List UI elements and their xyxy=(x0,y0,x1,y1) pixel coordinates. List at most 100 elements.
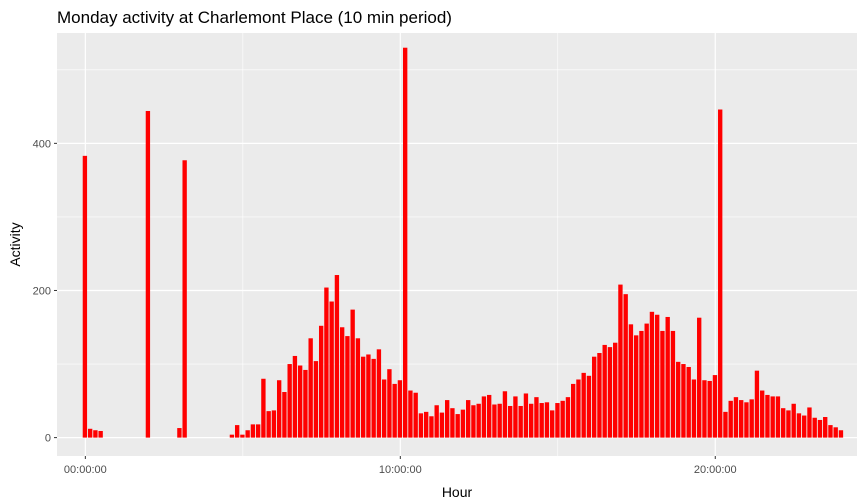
plot-panel xyxy=(57,33,857,456)
bar xyxy=(649,311,655,438)
x-axis-title: Hour xyxy=(442,484,473,500)
bar xyxy=(660,330,665,438)
bar xyxy=(287,364,292,438)
bar xyxy=(544,402,550,438)
chart-title: Monday activity at Charlemont Place (10 … xyxy=(57,8,452,27)
bar xyxy=(602,344,607,438)
bar xyxy=(786,410,791,438)
bar xyxy=(145,110,151,438)
bar xyxy=(502,391,508,438)
bar xyxy=(376,349,382,438)
y-tick-label: 200 xyxy=(33,285,51,297)
bar xyxy=(403,47,408,438)
bars xyxy=(82,47,844,438)
bar xyxy=(702,380,707,438)
bar xyxy=(765,394,770,438)
x-axis: 00:00:00 10:00:00 20:00:00 xyxy=(64,456,737,476)
bar xyxy=(555,403,560,438)
bar xyxy=(350,309,355,438)
bar xyxy=(518,405,523,438)
bar xyxy=(471,405,476,438)
bar xyxy=(476,403,481,438)
bar xyxy=(655,314,660,438)
bar xyxy=(686,366,691,438)
bar xyxy=(644,323,649,438)
bar xyxy=(760,390,765,438)
bar xyxy=(697,317,702,438)
bar xyxy=(271,410,277,438)
bar xyxy=(292,355,298,438)
bar xyxy=(733,397,739,438)
bar xyxy=(707,380,712,438)
bar xyxy=(623,294,628,438)
bar xyxy=(571,383,576,438)
x-tick-label: 00:00:00 xyxy=(64,464,107,476)
bar xyxy=(334,275,340,438)
bar xyxy=(529,403,534,438)
bar xyxy=(754,370,760,438)
bar xyxy=(539,403,544,438)
bar xyxy=(487,394,492,438)
bar xyxy=(634,335,639,438)
bar xyxy=(324,287,329,438)
bar xyxy=(460,409,466,438)
bar xyxy=(297,365,303,438)
x-tick-label: 20:00:00 xyxy=(694,464,737,476)
bar xyxy=(613,342,618,438)
bar xyxy=(282,392,287,438)
bar xyxy=(308,338,313,438)
bar xyxy=(418,413,424,438)
bar xyxy=(723,411,728,438)
bar xyxy=(360,356,366,438)
bar xyxy=(329,301,334,438)
bar xyxy=(592,356,597,438)
bar xyxy=(450,408,455,438)
bar xyxy=(628,324,634,438)
bar xyxy=(796,413,802,438)
bar xyxy=(366,354,371,438)
minor-gridlines xyxy=(57,33,857,456)
bar xyxy=(345,336,350,438)
bar xyxy=(749,399,754,438)
bar xyxy=(597,353,602,438)
bar xyxy=(87,428,93,438)
bar xyxy=(481,396,487,438)
bar xyxy=(812,417,817,438)
bar xyxy=(397,380,403,438)
y-axis-title: Activity xyxy=(7,222,23,266)
bar xyxy=(313,361,319,438)
bar xyxy=(381,379,387,438)
bar xyxy=(266,411,271,438)
bar xyxy=(828,425,833,438)
bar xyxy=(182,160,187,438)
bar xyxy=(497,403,502,438)
bar xyxy=(455,414,460,438)
bar xyxy=(791,403,796,438)
bar xyxy=(770,396,775,438)
bar xyxy=(670,330,676,438)
y-tick-label: 400 xyxy=(33,138,51,150)
bar xyxy=(744,402,749,438)
bar xyxy=(387,369,392,438)
bar xyxy=(712,375,718,438)
bar xyxy=(807,407,812,438)
bar xyxy=(823,417,828,438)
bar xyxy=(492,404,497,438)
bar xyxy=(408,390,413,438)
bar xyxy=(371,358,376,438)
bar xyxy=(665,316,670,438)
bar xyxy=(817,419,823,438)
bar xyxy=(229,434,235,438)
bar xyxy=(607,347,613,438)
bar xyxy=(534,397,539,438)
bar xyxy=(550,410,555,438)
bar xyxy=(245,430,250,438)
x-tick-label: 10:00:00 xyxy=(379,464,422,476)
bar xyxy=(618,284,623,438)
bar xyxy=(434,405,439,438)
bar xyxy=(681,364,686,438)
bar xyxy=(523,393,529,438)
bar xyxy=(586,375,592,438)
bar xyxy=(739,400,744,438)
